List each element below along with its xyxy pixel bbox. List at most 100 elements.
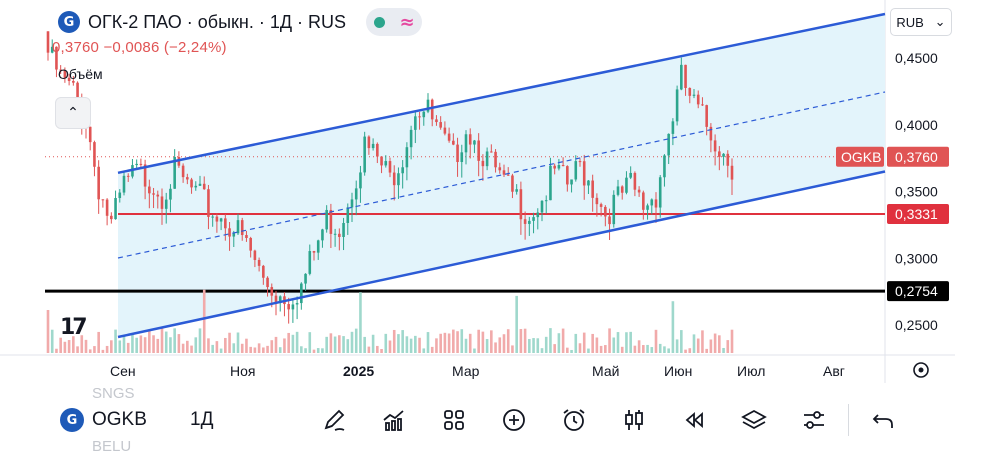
candle-body [338,233,341,237]
volume-bar [266,345,269,353]
volume-bar [236,332,240,353]
volume-bar [126,342,130,353]
volume-bar [498,337,502,353]
volume-bar [468,333,472,353]
volume-bar [131,333,134,353]
candle-body [63,70,67,78]
symbol-search-button[interactable]: G OGKB [60,408,147,432]
symbol-title[interactable]: ОГК-2 ПАО · обыкн. · 1Д · RUS [88,11,347,32]
candle-body [595,197,599,205]
candle-body [692,94,696,96]
plus-circle-icon[interactable] [500,406,528,434]
candle-body [658,177,662,208]
candles-icon[interactable] [620,406,648,434]
volume-bar [608,328,611,353]
volume-bar [418,337,421,353]
price-badge-label: 0,2754 [895,283,938,299]
candle-body [688,87,692,96]
volume-bar [599,345,603,353]
volume-bar [376,345,379,353]
time-tick-label: Июл [737,363,765,379]
alarm-icon[interactable] [560,406,588,434]
volume-bar [211,344,214,353]
volume-bar [202,289,206,353]
candle-body [532,217,535,221]
volume-bar [300,346,303,353]
candle-body [473,140,476,145]
interval-button[interactable]: 1Д [190,409,214,430]
time-tick-label: Сен [110,363,136,379]
wave-icon: ≈ [399,11,415,33]
volume-bar [696,338,700,353]
bottom-toolbar: G OGKB 1Д [0,398,1000,442]
volume-bar [50,329,54,353]
volume-bar [701,330,704,353]
candle-body [397,173,400,186]
volume-bar [654,329,658,353]
volume-bar [705,348,708,353]
candle-body [409,129,413,148]
volume-bar [658,343,662,353]
market-status-pill[interactable]: ≈ [366,8,423,36]
candle-body [266,277,269,288]
volume-bar [536,338,540,353]
candle-body [367,136,371,149]
volume-bar [97,331,100,353]
candle-body [549,165,552,201]
volume-bar [181,343,185,353]
candle-body [164,199,168,209]
indicators-icon[interactable] [380,406,408,434]
tradingview-logo[interactable]: 17 [60,315,88,340]
volume-bar [439,333,442,353]
volume-bar [88,349,92,353]
candle-body [650,199,654,206]
volume-bar [456,331,459,353]
candle-body [135,163,138,166]
candle-body [194,185,198,188]
candle-body [540,200,544,213]
candle-body [329,209,333,234]
candle-body [401,167,404,174]
volume-bar [186,340,189,353]
volume-bar [506,329,510,353]
grid-icon[interactable] [440,406,468,434]
layers-icon[interactable] [740,406,768,434]
collapse-legend-button[interactable]: ⌃ [55,97,91,129]
price-tick-label: 0,3500 [895,184,938,200]
volume-bar [511,345,514,353]
volume-bar [304,348,307,353]
volume-bar [680,330,683,353]
settings-sliders-icon[interactable] [800,406,828,434]
volume-bar [642,345,645,353]
volume-bar [629,331,632,353]
candle-body [654,199,658,208]
candle-body [718,151,721,157]
volume-bar [663,346,666,353]
replay-icon[interactable] [680,406,708,434]
candle-body [181,165,185,178]
volume-bar [114,329,117,353]
candle-body [392,172,396,186]
time-tick-label: Ноя [230,363,255,379]
volume-bar [156,338,160,353]
volume-bar [207,338,210,353]
volume-bar [224,337,227,353]
axis-settings-icon[interactable] [913,362,929,378]
undo-icon[interactable] [870,406,898,434]
candle-body [418,116,421,118]
price-tick-label: 0,2500 [895,317,938,333]
volume-bar [650,347,654,353]
time-tick-label: Мар [452,363,480,379]
volume-bar [72,336,75,353]
currency-selector[interactable]: RUB ⌄ [890,8,952,36]
volume-bar [164,331,168,353]
volume-bar [464,338,468,353]
pen-icon[interactable] [320,406,348,434]
volume-bar [443,332,447,353]
volume-bar [253,347,257,353]
volume-bar [553,344,556,353]
volume-bar [46,310,50,353]
candle-body [67,77,71,81]
volume-bar [270,340,274,353]
